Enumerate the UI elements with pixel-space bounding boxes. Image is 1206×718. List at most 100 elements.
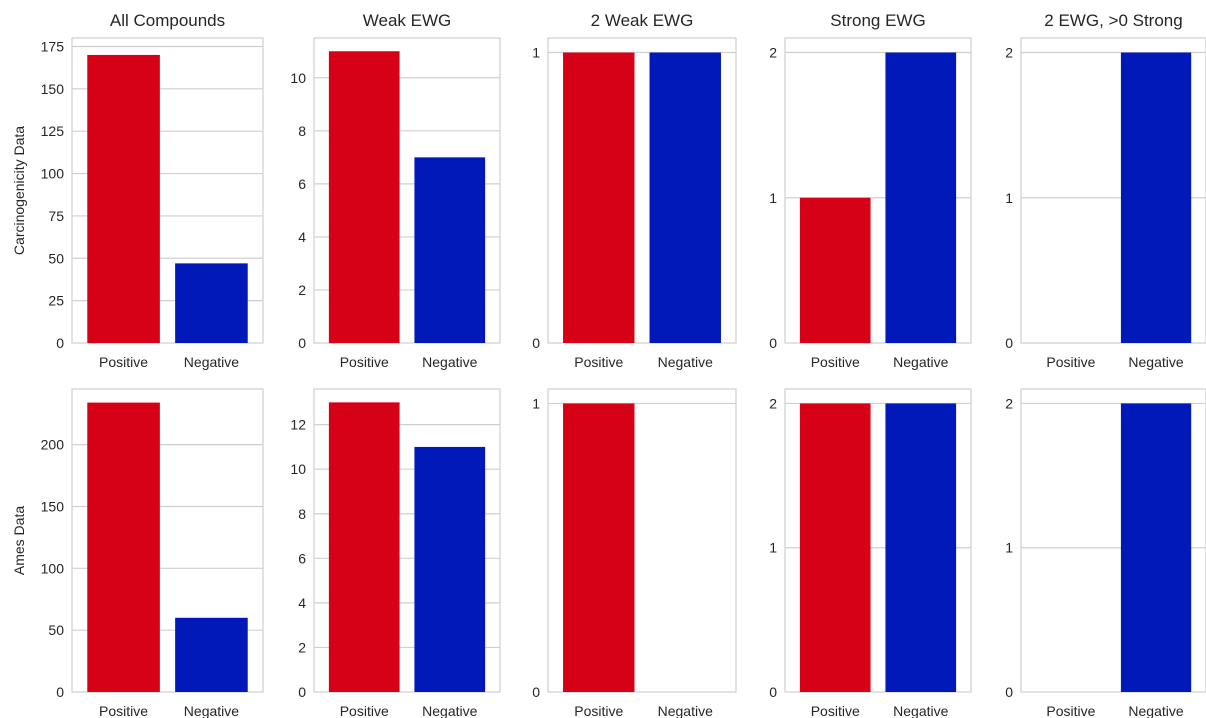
axes-frame [784, 37, 972, 344]
y-tick-label: 1 [1005, 190, 1013, 206]
bar-negative [1120, 403, 1192, 692]
y-tick-label: 0 [298, 684, 306, 700]
y-tick-label: 50 [48, 622, 64, 638]
axes-frame [313, 388, 501, 693]
subplot-5: 0 1 2 Positive Negative 2 EWG, >0 Strong [1005, 11, 1206, 370]
y-tick-label: 0 [298, 335, 306, 351]
x-tick-label: Negative [422, 703, 477, 718]
x-tick-label: Negative [184, 703, 239, 718]
y-axis-label: Ames Data [11, 506, 27, 575]
bar-negative [885, 403, 957, 692]
subplot-1: 0 25 50 75 100 125 150 175 Positive Negative All C… [11, 11, 264, 370]
subplot-title: Weak EWG [363, 11, 451, 30]
subplot-7: 0 2 4 6 8 10 12 Positive Negative [290, 388, 501, 718]
bar-positive [328, 402, 400, 692]
y-tick-label: 150 [41, 498, 65, 514]
x-tick-label: Positive [811, 703, 860, 718]
axes-frame [71, 37, 264, 344]
y-tick-label: 2 [298, 282, 306, 298]
y-tick-label: 2 [1005, 395, 1013, 411]
bar-positive [563, 52, 635, 344]
subplot-title: Strong EWG [830, 11, 925, 30]
x-tick-label: Positive [1046, 354, 1095, 370]
x-tick-label: Positive [99, 354, 148, 370]
y-tick-label: 125 [41, 123, 65, 139]
y-tick-label: 4 [298, 595, 306, 611]
y-tick-label: 8 [298, 506, 306, 522]
bar-negative [414, 446, 486, 692]
x-tick-label: Negative [893, 703, 948, 718]
bar-negative [885, 52, 957, 344]
y-tick-label: 6 [298, 550, 306, 566]
bar-positive [799, 403, 871, 692]
x-tick-label: Negative [893, 354, 948, 370]
x-tick-label: Positive [340, 354, 389, 370]
bar-negative [175, 617, 248, 692]
y-tick-label: 10 [290, 70, 306, 86]
y-tick-label: 2 [298, 639, 306, 655]
x-tick-label: Negative [1128, 703, 1183, 718]
subplot-2: 0 2 4 6 8 10 Positive Negative Weak EWG [290, 11, 501, 370]
y-tick-label: 175 [41, 38, 65, 54]
subplot-4: 0 1 2 Positive Negative Strong EWG [769, 11, 972, 370]
axes-frame [71, 388, 264, 693]
x-tick-label: Positive [574, 703, 623, 718]
y-tick-label: 0 [1005, 335, 1013, 351]
y-tick-label: 0 [769, 335, 777, 351]
y-tick-label: 50 [48, 250, 64, 266]
x-tick-label: Positive [574, 354, 623, 370]
x-tick-label: Negative [422, 354, 477, 370]
y-tick-label: 100 [41, 166, 65, 182]
axes-frame [313, 37, 501, 344]
x-tick-label: Positive [99, 703, 148, 718]
x-tick-label: Positive [811, 354, 860, 370]
subplot-10: 0 1 2 Positive Negative [1005, 388, 1206, 718]
x-tick-label: Positive [1046, 703, 1095, 718]
y-tick-label: 150 [41, 81, 65, 97]
subplot-9: 0 1 2 Positive Negative [769, 388, 972, 718]
subplot-title: 2 EWG, >0 Strong [1044, 11, 1182, 30]
y-tick-label: 0 [56, 335, 64, 351]
y-tick-label: 0 [532, 335, 540, 351]
bar-positive [328, 51, 400, 344]
x-tick-label: Negative [658, 354, 713, 370]
x-tick-label: Negative [658, 703, 713, 718]
y-tick-label: 4 [298, 229, 306, 245]
y-tick-label: 6 [298, 176, 306, 192]
y-tick-label: 0 [1005, 684, 1013, 700]
y-tick-label: 10 [290, 461, 306, 477]
axes-frame [547, 388, 737, 693]
y-tick-label: 1 [769, 190, 777, 206]
y-tick-label: 1 [532, 45, 540, 61]
y-tick-label: 100 [41, 560, 65, 576]
y-tick-label: 0 [769, 684, 777, 700]
y-tick-label: 200 [41, 437, 65, 453]
bar-negative [649, 52, 721, 344]
bar-positive [799, 197, 871, 343]
bar-negative [414, 157, 486, 343]
subplot-title: All Compounds [110, 11, 225, 30]
y-tick-label: 8 [298, 123, 306, 139]
y-tick-label: 2 [1005, 45, 1013, 61]
x-tick-label: Positive [340, 703, 389, 718]
y-tick-label: 25 [48, 293, 64, 309]
subplot-3: 0 1 Positive Negative 2 Weak EWG [532, 11, 737, 370]
y-tick-label: 12 [290, 417, 306, 433]
y-tick-label: 2 [769, 395, 777, 411]
y-tick-label: 0 [56, 684, 64, 700]
y-tick-label: 75 [48, 208, 64, 224]
subplot-8: 0 1 Positive Negative [532, 388, 737, 718]
subplot-6: 0 50 100 150 200 Positive Negative Ames Data [11, 388, 264, 718]
bar-positive [87, 54, 160, 343]
axes-frame [1020, 37, 1206, 344]
y-tick-label: 1 [769, 540, 777, 556]
y-tick-label: 2 [769, 45, 777, 61]
y-tick-label: 1 [532, 395, 540, 411]
x-tick-label: Negative [184, 354, 239, 370]
bar-negative [175, 263, 248, 343]
y-tick-label: 0 [532, 684, 540, 700]
y-tick-label: 1 [1005, 540, 1013, 556]
axes-frame [1020, 388, 1206, 693]
bar-positive [87, 402, 160, 692]
